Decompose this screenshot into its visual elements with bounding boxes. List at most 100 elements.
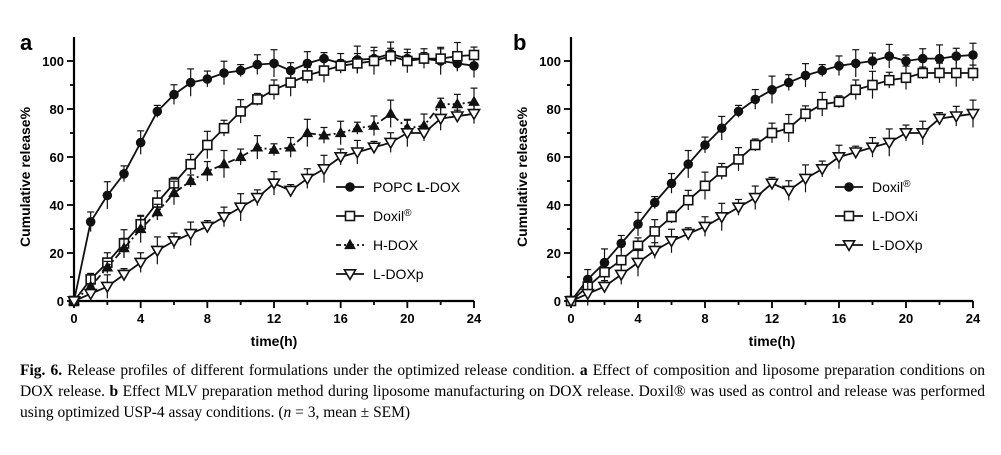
panel-b-point-l-doxp (748, 192, 763, 205)
panel-a-point-l-doxp (217, 212, 231, 224)
panel-a-point-popc-l-dox (252, 59, 263, 70)
panel-a-point-doxil (368, 55, 380, 67)
panel-a-point-h-dox (184, 174, 197, 186)
panel-b-point-l-doxp (882, 137, 897, 150)
panel-b-point-l-doxp (631, 257, 645, 270)
panel-a-y-tick-label: 100 (42, 54, 64, 69)
panel-a-point-h-dox (234, 150, 247, 162)
panel-a-point-l-doxp (83, 288, 98, 301)
panel-b-point-doxil (850, 58, 861, 69)
panel-b-y-tick-label: 80 (547, 102, 561, 117)
panel-a-point-doxil (335, 60, 346, 72)
panel-b-point-l-doxp (915, 128, 930, 140)
panel-a-point-l-doxp (267, 178, 281, 191)
panel-a-x-axis-title: time(h) (251, 333, 298, 349)
panel-b-point-doxil (750, 94, 761, 105)
panel-a-y-axis-title: Cumulative release% (17, 106, 33, 247)
panel-a-x-tick-label: 4 (137, 311, 145, 326)
panel-a-point-l-doxp (467, 108, 481, 121)
panel-a-legend-marker-doxil (344, 210, 356, 222)
panel-b-point-doxil (968, 50, 978, 60)
panel-a-point-popc-l-dox (269, 58, 279, 69)
panel-a-point-doxil (385, 50, 396, 62)
panel-b-x-tick-label: 20 (899, 311, 913, 326)
panel-b-y-axis-title: Cumulative release% (514, 106, 530, 247)
panel-b-point-l-doxp (698, 221, 712, 234)
panel-b-point-l-doxi (900, 72, 912, 84)
panel-a-point-popc-l-dox (102, 190, 113, 201)
panel-a-point-l-doxp (350, 147, 365, 160)
panel-a-point-popc-l-dox (202, 74, 213, 84)
panel-a-point-h-dox (134, 222, 147, 234)
caption-n-symbol: n (283, 404, 292, 421)
panel-b-point-l-doxp (832, 152, 846, 164)
panel-a-x-tick-label: 16 (333, 311, 347, 326)
panel-a-point-l-doxp (383, 137, 398, 150)
panel-b-legend-marker-l-doxp (842, 240, 856, 252)
panel-a-x-tick-label: 0 (70, 311, 77, 326)
panel-b-x-tick-label: 12 (765, 311, 779, 326)
panel-a-point-h-dox (351, 121, 364, 133)
panel-a-point-l-doxp (417, 128, 431, 140)
panel-b-x-tick-label: 4 (634, 311, 642, 326)
panel-a-point-l-doxp (317, 164, 331, 176)
panel-b-point-doxil (867, 56, 878, 66)
panel-a-legend-label-l-doxp: L-DOXp (373, 266, 424, 282)
panel-b-y-tick-label: 60 (547, 150, 561, 165)
panel-a-legend-marker-l-doxp (343, 268, 357, 281)
caption-text-2: Effect of composition and liposome prepa… (20, 362, 985, 400)
panel-a-x-tick-label: 12 (267, 311, 281, 326)
panel-b-point-l-doxi (917, 67, 929, 79)
panel-b-x-tick-label: 16 (832, 311, 846, 326)
panel-b-point-l-doxi (615, 254, 627, 266)
panel-b-point-l-doxp (781, 185, 796, 198)
panel-a-point-l-doxp (250, 192, 265, 205)
panel-b-point-l-doxp (714, 212, 729, 224)
panel-a-letter: a (20, 30, 33, 55)
panel-a-point-l-doxp (133, 257, 148, 270)
panel-b-x-tick-label: 8 (701, 311, 708, 326)
panel-b-point-doxil (700, 140, 710, 150)
panel-b-point-l-doxp (765, 178, 779, 191)
panel-a-legend-label-popc-l-dox: POPC L-DOX (373, 179, 461, 195)
panel-b-point-l-doxi (833, 96, 845, 108)
panel-a-point-l-doxp (167, 236, 181, 248)
panel-b-point-l-doxi (783, 122, 795, 134)
panel-b-y-tick-label: 40 (547, 198, 561, 213)
panel-b-legend-marker-doxil (844, 182, 854, 192)
panel-a-y-tick-label: 60 (50, 150, 64, 165)
panel-a-point-h-dox (201, 165, 214, 176)
panel-b-point-l-doxp (564, 295, 578, 308)
panel-b-point-l-doxi (749, 139, 761, 151)
panel-b-point-l-doxi (733, 154, 744, 165)
panel-b-point-l-doxp (865, 142, 880, 155)
panel-a-point-h-dox (151, 205, 164, 217)
panel-a-point-doxil (418, 53, 430, 64)
panel-a-point-doxil (468, 49, 480, 61)
panel-b-point-doxil (901, 56, 911, 66)
panel-b-series-doxil (566, 42, 978, 306)
panel-b-point-doxil (733, 106, 744, 117)
panel-a-y-tick-label: 40 (50, 198, 64, 213)
panel-a-point-doxil (185, 158, 196, 170)
panel-b-point-l-doxi (934, 67, 945, 79)
panel-a-legend-marker-h-dox (344, 238, 356, 250)
panel-b-series-l-doxp (564, 99, 980, 308)
panel-a-point-l-doxp (300, 173, 315, 186)
panel-b-point-l-doxi (699, 180, 711, 192)
panel-b-point-l-doxi (816, 98, 828, 110)
panel-b-point-l-doxp (848, 147, 863, 160)
panel-a-point-doxil (202, 139, 213, 151)
panel-b-legend-marker-l-doxi (843, 210, 855, 222)
panel-a-y-tick-label: 0 (57, 294, 64, 309)
caption-panel-a-ref: a (579, 362, 588, 379)
panel-a-point-popc-l-dox (152, 106, 163, 117)
panel-b-point-doxil (633, 219, 643, 229)
panel-b-point-doxil (934, 53, 945, 64)
panel-a-point-popc-l-dox (135, 137, 146, 148)
panel-b-point-l-doxi (850, 84, 862, 96)
panel-b-point-l-doxi (867, 79, 878, 91)
panel-a-y-tick-label: 20 (50, 246, 64, 261)
panel-b-y-tick-label: 20 (547, 246, 561, 261)
panel-b-point-l-doxp (815, 164, 830, 176)
